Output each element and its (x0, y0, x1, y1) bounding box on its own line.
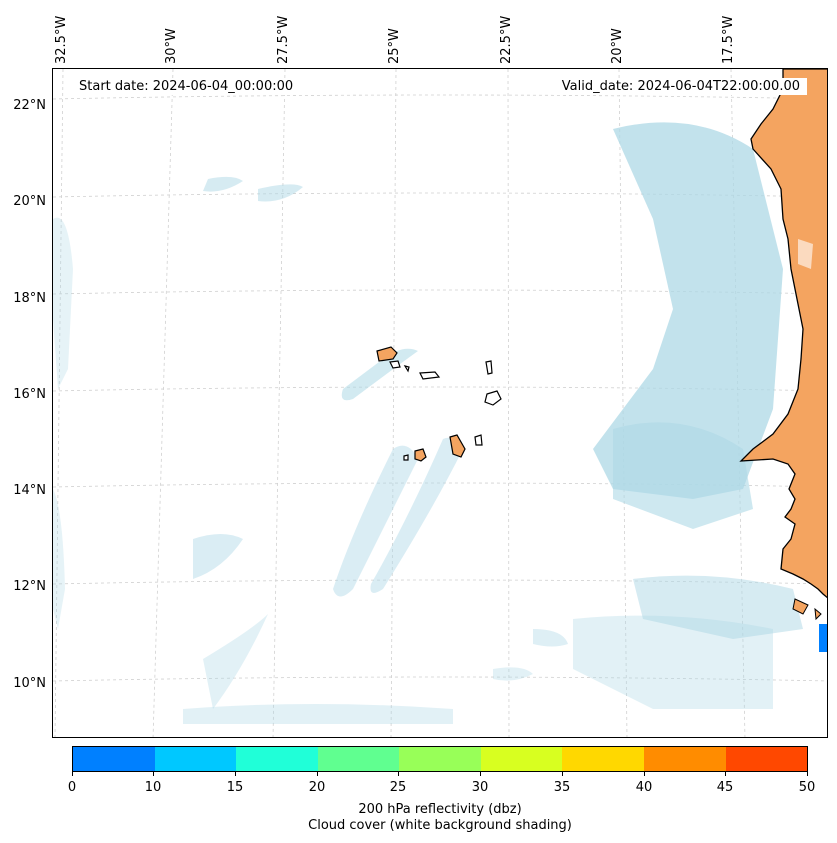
lat-label-14n: 14°N (13, 483, 46, 498)
island-sao-nicolau (419, 371, 441, 380)
colorbar-tick (480, 772, 481, 776)
lat-label-18n: 18°N (13, 291, 46, 306)
colorbar-tick (72, 772, 73, 776)
mainland-west-africa (739, 69, 827, 599)
lon-label-17-5w: 17.5°W (721, 15, 736, 64)
start-date-box: Start date: 2024-06-04_00:00:00 (72, 78, 301, 95)
lon-label-30w: 30°W (164, 28, 179, 64)
colorbar-segment-35-40 (562, 747, 644, 771)
colorbar-tick (398, 772, 399, 776)
island-santiago (449, 434, 466, 458)
colorbar (72, 746, 808, 772)
lat-label-20n: 20°N (13, 194, 46, 209)
colorbar-segment-15-20 (236, 747, 318, 771)
colorbar-segment-10-15 (154, 747, 237, 771)
island-brava (403, 454, 409, 461)
colorbar-tick (644, 772, 645, 776)
lat-label-22n: 22°N (13, 98, 46, 113)
colorbar-segment-0-10 (73, 747, 155, 771)
lat-label-16n: 16°N (13, 387, 46, 402)
colorbar-tick-label: 15 (226, 780, 244, 795)
colorbar-tick-label: 40 (635, 780, 653, 795)
colorbar-tick (153, 772, 154, 776)
island-sao-vicente (389, 360, 401, 369)
cape-verde-islands (376, 346, 502, 462)
colorbar-tick-label: 35 (553, 780, 571, 795)
colorbar-segment-45-50 (725, 747, 808, 771)
lon-label-22-5w: 22.5°W (499, 15, 514, 64)
island-boa-vista (484, 390, 502, 406)
colorbar-tick-label: 20 (308, 780, 326, 795)
colorbar-tick-label: 10 (144, 780, 162, 795)
colorbar-sublabel: Cloud cover (white background shading) (308, 818, 572, 833)
colorbar-segment-30-35 (480, 747, 563, 771)
colorbar-segment-25-30 (399, 747, 481, 771)
colorbar-tick (562, 772, 563, 776)
valid-date-box: Valid_date: 2024-06-04T22:00:00.00 (554, 78, 807, 95)
island-sal (485, 360, 493, 375)
guinea-island-small (814, 607, 822, 621)
senegal-river-mouth-shade (798, 239, 813, 269)
lon-label-27-5w: 27.5°W (276, 15, 291, 64)
colorbar-label: 200 hPa reflectivity (dbz) (358, 802, 522, 817)
colorbar-segment-20-25 (317, 747, 400, 771)
lat-label-12n: 12°N (13, 579, 46, 594)
island-santo-antao (376, 346, 398, 362)
map-canvas (53, 69, 827, 737)
colorbar-tick (725, 772, 726, 776)
colorbar-tick-label: 25 (389, 780, 407, 795)
guinea-coast-islands (792, 598, 809, 615)
map-panel[interactable]: Start date: 2024-06-04_00:00:00 Valid_da… (52, 68, 828, 738)
colorbar-tick-label: 0 (67, 780, 77, 795)
colorbar-tick-label: 50 (798, 780, 816, 795)
island-santa-luzia (403, 365, 410, 373)
lat-label-10n: 10°N (13, 676, 46, 691)
island-fogo (414, 448, 427, 462)
reflectivity-patch (819, 624, 827, 652)
colorbar-tick-label: 45 (716, 780, 734, 795)
colorbar-tick (807, 772, 808, 776)
colorbar-segment-40-45 (643, 747, 726, 771)
colorbar-tick-label: 30 (471, 780, 489, 795)
lon-label-25w: 25°W (387, 28, 402, 64)
lon-label-32-5w: 32.5°W (54, 15, 69, 64)
colorbar-tick (317, 772, 318, 776)
cloud-cover (53, 122, 803, 724)
island-maio (474, 434, 483, 446)
lon-label-20w: 20°W (610, 28, 625, 64)
colorbar-tick (235, 772, 236, 776)
